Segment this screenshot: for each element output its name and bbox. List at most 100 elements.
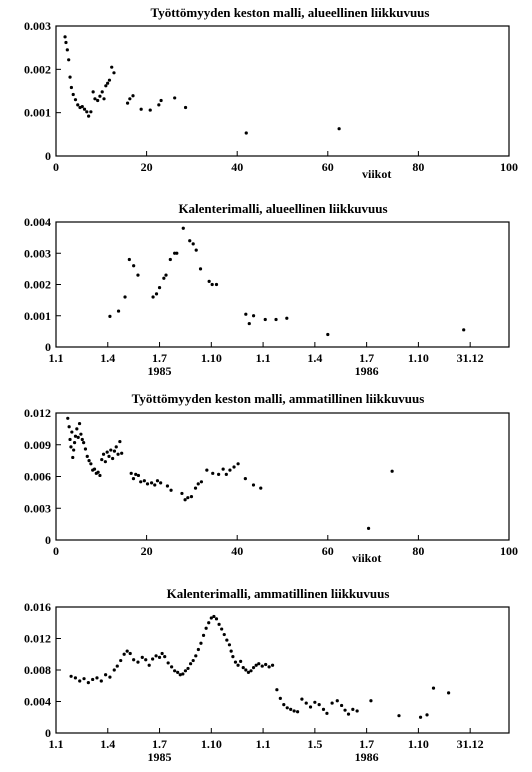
data-point [64, 40, 68, 45]
data-point [227, 643, 232, 647]
data-point [165, 484, 170, 488]
y-tick-label: 0 [45, 533, 51, 547]
data-point [199, 641, 203, 645]
data-point [79, 432, 83, 436]
data-point [107, 78, 112, 82]
x-tick-label: 1.1 [256, 737, 271, 751]
chart-title: Työttömyyden keston malli, ammatillinen … [132, 391, 425, 406]
data-point [102, 97, 106, 101]
data-point [162, 276, 166, 280]
data-point [154, 654, 158, 658]
data-point [78, 679, 82, 683]
data-point [129, 471, 133, 475]
data-point [194, 248, 198, 252]
data-point [285, 316, 289, 320]
data-point [139, 107, 143, 111]
data-point [108, 314, 112, 318]
y-tick-label: 0.004 [24, 695, 51, 709]
data-point [425, 713, 429, 717]
data-point [149, 481, 154, 485]
data-point [189, 662, 193, 666]
data-point [160, 651, 164, 656]
data-point [191, 658, 195, 663]
data-point [76, 435, 80, 439]
data-point [183, 105, 188, 110]
data-point [73, 434, 78, 438]
data-point [116, 452, 120, 456]
data-point [139, 480, 143, 484]
data-point [67, 58, 71, 62]
data-point [285, 706, 289, 710]
data-point [155, 479, 160, 483]
data-point [115, 664, 119, 668]
data-point [186, 496, 190, 500]
data-point [110, 65, 114, 69]
data-point [201, 633, 206, 637]
data-point [233, 660, 238, 664]
data-point [292, 709, 296, 713]
data-point [65, 48, 69, 52]
data-point [114, 445, 118, 449]
x-tick-label: 1.1 [49, 737, 64, 751]
data-point [210, 282, 214, 287]
chart-duration-regional: Työttömyyden keston malli, alueellinen l… [24, 5, 518, 181]
data-point [125, 649, 129, 653]
data-point [173, 669, 177, 673]
y-tick-label: 0.004 [24, 215, 51, 229]
y-tick-label: 0.008 [24, 663, 51, 677]
x-tick-label: 1.4 [100, 737, 115, 751]
x-tick-label: 1.5 [307, 737, 322, 751]
data-point [304, 701, 308, 705]
x-tick-label: 1.7 [152, 351, 167, 365]
data-point [132, 264, 136, 268]
chart-duration-occupational: Työttömyyden keston malli, ammatillinen … [24, 391, 518, 565]
data-point [217, 472, 221, 476]
data-point [142, 479, 146, 483]
x-axis-label: viikot [362, 167, 391, 181]
data-point [127, 257, 131, 262]
data-point [83, 447, 88, 451]
data-point [296, 710, 300, 714]
data-point [343, 708, 347, 712]
data-point [181, 226, 185, 230]
data-point [105, 450, 109, 454]
data-point [175, 251, 179, 255]
data-point [112, 71, 116, 75]
data-points [66, 416, 394, 530]
data-point [183, 498, 187, 502]
data-point [397, 714, 401, 718]
data-point [159, 98, 163, 103]
x-tick-label: 1.7 [359, 737, 374, 751]
data-point [257, 662, 261, 666]
data-point [109, 448, 113, 452]
data-point [321, 707, 326, 711]
data-point [254, 663, 258, 667]
data-point [100, 90, 104, 94]
data-point [106, 81, 110, 85]
y-tick-label: 0.001 [24, 106, 51, 120]
data-point [164, 273, 168, 277]
data-point [275, 688, 279, 692]
data-point [112, 449, 117, 453]
data-point [188, 239, 192, 243]
y-tick-label: 0 [45, 340, 51, 354]
data-point [70, 430, 74, 434]
data-point [289, 707, 293, 711]
data-point [169, 488, 173, 492]
data-point [132, 658, 136, 662]
x-axis-label: viikot [352, 551, 381, 565]
data-point [180, 491, 184, 496]
data-point [224, 472, 228, 476]
plot-frame [55, 25, 510, 157]
data-point [93, 97, 97, 101]
data-point [140, 655, 144, 660]
data-point [134, 472, 138, 476]
data-point [251, 483, 256, 487]
data-point [199, 480, 204, 484]
data-point [96, 98, 100, 103]
axes: 0 0.001 0.002 0.003 0.004 1.1 1.4 1.7 1.10 1.1 1.4… [24, 215, 484, 378]
x-tick-label: 40 [231, 160, 243, 174]
x-tick-label: 1.4 [307, 351, 322, 365]
data-point [251, 666, 256, 670]
data-point [76, 103, 80, 107]
